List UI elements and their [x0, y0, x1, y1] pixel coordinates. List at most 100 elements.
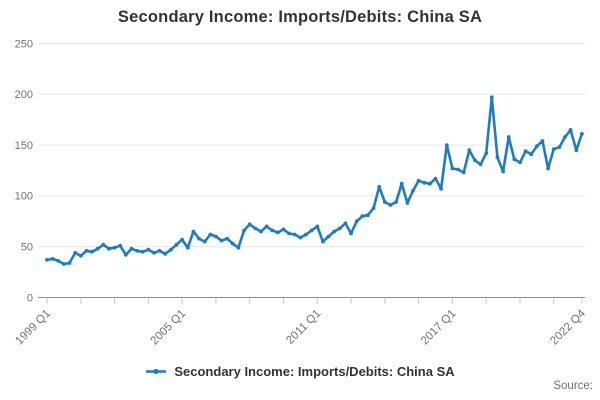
data-point	[276, 230, 280, 235]
x-tick-label: 2022 Q4	[548, 307, 588, 347]
data-point	[298, 235, 303, 240]
data-point	[478, 162, 483, 167]
data-point	[78, 253, 83, 258]
source-label: Source:	[553, 380, 593, 392]
data-point	[202, 239, 207, 244]
data-point	[292, 232, 297, 237]
data-point	[118, 243, 123, 248]
legend: Secondary Income: Imports/Debits: China …	[0, 364, 600, 379]
data-point	[135, 248, 140, 253]
data-point	[45, 258, 49, 262]
data-point	[461, 170, 466, 175]
data-point	[219, 238, 224, 243]
data-point	[405, 201, 410, 205]
data-point	[439, 186, 443, 191]
data-point	[107, 246, 111, 251]
data-point	[321, 239, 325, 244]
x-tick-label: 2005 Q1	[149, 308, 189, 348]
x-tick-label: 2017 Q1	[419, 308, 459, 348]
y-tick-label: 200	[15, 89, 33, 101]
data-point	[264, 224, 269, 229]
data-point	[473, 158, 477, 163]
data-point	[540, 139, 545, 143]
data-point	[371, 206, 376, 211]
data-point	[309, 228, 314, 233]
data-point	[287, 231, 291, 236]
data-point	[56, 259, 61, 263]
data-point	[304, 232, 308, 237]
data-point	[501, 169, 505, 174]
data-point	[180, 237, 185, 242]
data-point	[112, 245, 117, 250]
data-point	[169, 247, 173, 252]
data-point	[366, 213, 370, 218]
data-point	[230, 241, 235, 246]
data-point	[84, 248, 89, 253]
data-point	[382, 200, 387, 204]
data-point	[422, 180, 427, 185]
data-point	[253, 226, 258, 231]
data-point	[157, 248, 162, 253]
data-point	[343, 221, 348, 226]
data-point	[50, 257, 55, 261]
chart-title: Secondary Income: Imports/Debits: China …	[117, 8, 483, 26]
data-point	[535, 144, 539, 149]
data-point	[450, 166, 455, 171]
data-point	[568, 127, 573, 132]
data-point	[518, 160, 522, 165]
data-point	[557, 145, 562, 150]
data-point	[73, 250, 78, 255]
data-point	[332, 229, 337, 234]
data-point	[214, 234, 218, 239]
x-tick-label: 2011 Q1	[284, 308, 323, 347]
data-point	[140, 249, 145, 254]
data-point	[467, 148, 472, 153]
data-point	[225, 236, 230, 241]
data-point	[326, 234, 331, 239]
y-tick-label: 50	[21, 242, 33, 254]
data-point	[529, 152, 534, 157]
data-point	[546, 166, 550, 171]
data-point	[62, 262, 66, 266]
data-point	[388, 203, 393, 207]
data-point	[580, 132, 584, 136]
legend-line-dot-marker	[146, 368, 167, 375]
data-point	[444, 143, 449, 148]
data-point	[456, 167, 460, 172]
data-point	[360, 214, 365, 219]
data-point	[399, 181, 404, 186]
data-point	[315, 224, 320, 229]
data-point	[259, 229, 263, 234]
data-point	[174, 242, 179, 247]
data-point	[484, 151, 489, 156]
y-tick-label: 100	[15, 191, 33, 203]
chart-canvas: 0 50 100 150 200 250 1999 Q1 2005 Q1 2011 Q1 2017…	[13, 38, 588, 348]
data-point	[152, 250, 156, 255]
data-point	[523, 149, 528, 154]
data-point	[377, 184, 382, 189]
data-point	[416, 178, 421, 183]
y-tick-label: 250	[15, 38, 33, 50]
legend-item[interactable]: Secondary Income: Imports/Debits: China …	[145, 364, 455, 379]
data-point	[95, 246, 100, 251]
data-point	[67, 261, 72, 265]
data-point	[208, 232, 213, 237]
data-point	[428, 181, 432, 186]
y-tick-label: 150	[15, 140, 33, 152]
y-tick-label: 0	[27, 292, 33, 304]
data-point	[247, 222, 252, 227]
data-point	[281, 227, 286, 232]
data-point	[411, 188, 415, 193]
data-point	[191, 229, 196, 234]
data-point	[236, 245, 241, 250]
data-point	[101, 242, 106, 247]
data-point	[495, 155, 500, 160]
data-point	[574, 148, 579, 153]
data-point	[129, 246, 134, 251]
data-point	[433, 176, 438, 181]
data-point	[551, 147, 556, 152]
x-tick-label: 1999 Q1	[13, 308, 53, 348]
data-point	[123, 252, 128, 257]
data-point	[163, 251, 168, 256]
